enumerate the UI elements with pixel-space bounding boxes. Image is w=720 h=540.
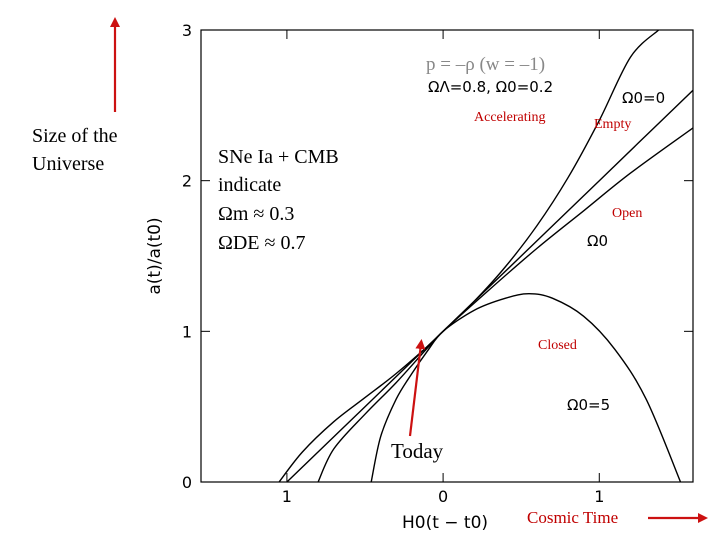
closed-curve [370, 292, 682, 482]
accelerating-curve [278, 30, 660, 482]
today-arrow [408, 339, 426, 437]
x-tick-label: 1 [282, 487, 292, 506]
x-tick-label: 1 [594, 487, 604, 506]
closed-label: Closed [538, 338, 577, 353]
axis-ticks: 1 0 1 0 1 2 3 [182, 21, 693, 506]
omega-de-label: ΩDE ≈ 0.7 [218, 232, 306, 254]
omega-open-label: Ω0 [587, 232, 608, 250]
omega-closed-label: Ω0=5 [567, 396, 610, 414]
size-label-line2: Universe [32, 153, 104, 175]
sne-line1: SNe Ia + CMB [218, 146, 339, 168]
x-tick-label: 0 [438, 487, 448, 506]
y-tick-label: 3 [182, 21, 192, 40]
y-tick-label: 2 [182, 172, 192, 191]
empty-label: Empty [594, 117, 631, 132]
open-label: Open [612, 206, 642, 221]
y-axis-label: a(t)/a(t0) [145, 217, 165, 294]
today-label: Today [391, 439, 444, 463]
y-tick-label: 0 [182, 473, 192, 492]
accelerating-label: Accelerating [474, 110, 546, 125]
eos-label: p = –ρ (w = –1) [426, 54, 545, 75]
omega-m-label: Ωm ≈ 0.3 [218, 203, 294, 225]
size-label-line1: Size of the [32, 125, 118, 147]
x-axis-label: H0(t − t0) [402, 513, 488, 533]
omega-zero-label: Ω0=0 [622, 89, 665, 107]
lambda-params-label: ΩΛ=0.8, Ω0=0.2 [428, 78, 553, 96]
open-curve [317, 127, 693, 482]
series-lines [278, 30, 693, 482]
y-tick-label: 1 [182, 322, 192, 341]
plot-frame [200, 29, 694, 483]
empty-curve [286, 89, 693, 482]
cosmic-time-label: Cosmic Time [527, 508, 618, 527]
sne-line2: indicate [218, 174, 281, 196]
